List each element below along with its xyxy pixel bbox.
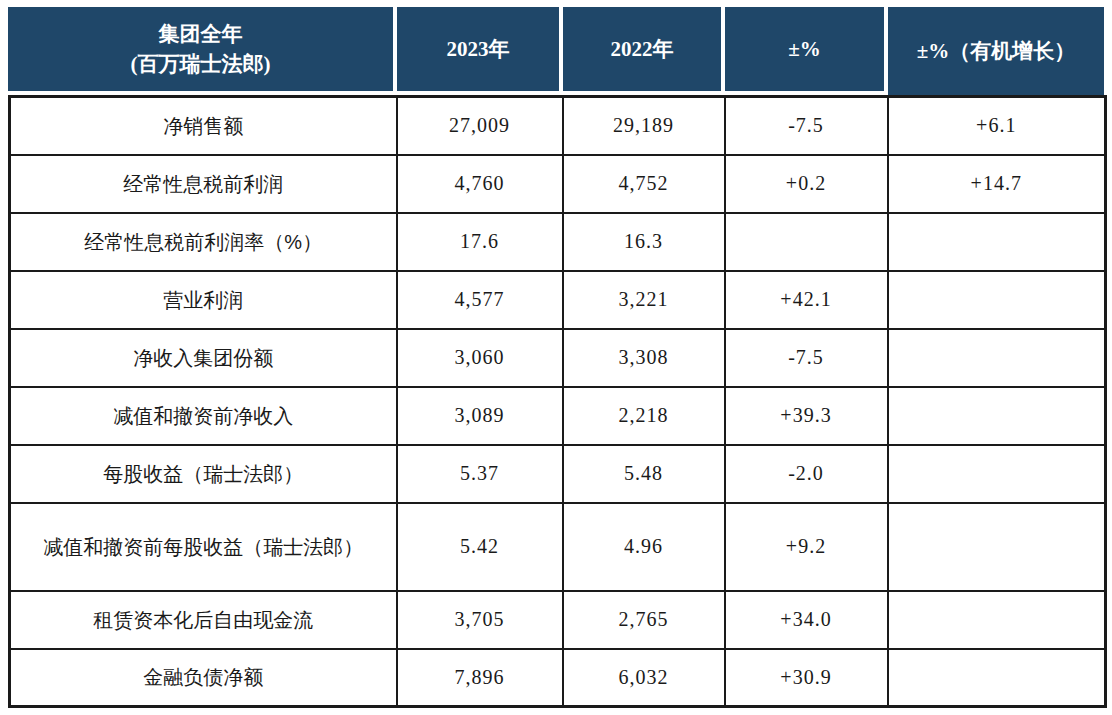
- value-2022-cell: 16.3: [563, 213, 725, 271]
- value-2023-cell: 3,060: [397, 329, 563, 387]
- value-2023-cell: 4,577: [397, 271, 563, 329]
- change-pct-cell: +42.1: [725, 271, 888, 329]
- value-2022-cell: 6,032: [563, 649, 725, 707]
- organic-growth-cell: [888, 503, 1106, 591]
- row-label-cell: 净销售额: [10, 97, 397, 155]
- organic-growth-cell: [888, 213, 1106, 271]
- table-row: 每股收益（瑞士法郎）5.375.48-2.0: [10, 445, 1106, 503]
- value-2023-cell: 7,896: [397, 649, 563, 707]
- table-row: 租赁资本化后自由现金流3,7052,765+34.0: [10, 591, 1106, 649]
- header-cell-group-title: 集团全年 (百万瑞士法郎): [8, 7, 393, 91]
- change-pct-cell: -7.5: [725, 97, 888, 155]
- header-cell-organic-growth: ±%（有机增长）: [888, 7, 1104, 95]
- header-label-2022: 2022年: [611, 34, 674, 64]
- table-row: 减值和撤资前净收入3,0892,218+39.3: [10, 387, 1106, 445]
- organic-growth-cell: [888, 329, 1106, 387]
- header-group-title-line2: (百万瑞士法郎): [131, 49, 271, 79]
- change-pct-cell: +30.9: [725, 649, 888, 707]
- header-cell-change-pct: ±%: [725, 7, 884, 91]
- table-row: 净收入集团份额3,0603,308-7.5: [10, 329, 1106, 387]
- value-2023-cell: 5.37: [397, 445, 563, 503]
- value-2023-cell: 3,705: [397, 591, 563, 649]
- value-2023-cell: 27,009: [397, 97, 563, 155]
- organic-growth-cell: [888, 387, 1106, 445]
- organic-growth-cell: [888, 445, 1106, 503]
- change-pct-cell: +39.3: [725, 387, 888, 445]
- value-2022-cell: 3,221: [563, 271, 725, 329]
- table-row: 金融负债净额7,8966,032+30.9: [10, 649, 1106, 707]
- organic-growth-cell: [888, 649, 1106, 707]
- row-label-cell: 经常性息税前利润率（%）: [10, 213, 397, 271]
- value-2023-cell: 3,089: [397, 387, 563, 445]
- header-label-change-pct: ±%: [788, 34, 821, 64]
- table-body-rows: 净销售额27,00929,189-7.5+6.1经常性息税前利润4,7604,7…: [10, 97, 1106, 707]
- row-label-cell: 减值和撤资前每股收益（瑞士法郎）: [10, 503, 397, 591]
- value-2023-cell: 4,760: [397, 155, 563, 213]
- page: 集团全年 (百万瑞士法郎) 2023年 2022年 ±% ±%（有机增长）: [0, 0, 1112, 715]
- header-label-organic-growth: ±%（有机增长）: [917, 36, 1076, 66]
- value-2022-cell: 4,752: [563, 155, 725, 213]
- change-pct-cell: +9.2: [725, 503, 888, 591]
- value-2022-cell: 2,218: [563, 387, 725, 445]
- table-body: 净销售额27,00929,189-7.5+6.1经常性息税前利润4,7604,7…: [8, 95, 1107, 708]
- value-2022-cell: 4.96: [563, 503, 725, 591]
- row-label-cell: 每股收益（瑞士法郎）: [10, 445, 397, 503]
- organic-growth-cell: [888, 271, 1106, 329]
- header-cell-2023: 2023年: [397, 7, 559, 91]
- table-header-row: 集团全年 (百万瑞士法郎) 2023年 2022年 ±% ±%（有机增长）: [8, 7, 1104, 95]
- row-label-cell: 经常性息税前利润: [10, 155, 397, 213]
- row-label-cell: 减值和撤资前净收入: [10, 387, 397, 445]
- value-2022-cell: 2,765: [563, 591, 725, 649]
- table-row: 净销售额27,00929,189-7.5+6.1: [10, 97, 1106, 155]
- row-label-cell: 金融负债净额: [10, 649, 397, 707]
- value-2022-cell: 3,308: [563, 329, 725, 387]
- table-row: 减值和撤资前每股收益（瑞士法郎）5.424.96+9.2: [10, 503, 1106, 591]
- row-label-cell: 净收入集团份额: [10, 329, 397, 387]
- change-pct-cell: -2.0: [725, 445, 888, 503]
- row-label-cell: 租赁资本化后自由现金流: [10, 591, 397, 649]
- value-2023-cell: 17.6: [397, 213, 563, 271]
- value-2022-cell: 5.48: [563, 445, 725, 503]
- table-row: 经常性息税前利润4,7604,752+0.2+14.7: [10, 155, 1106, 213]
- row-label-cell: 营业利润: [10, 271, 397, 329]
- organic-growth-cell: [888, 591, 1106, 649]
- value-2022-cell: 29,189: [563, 97, 725, 155]
- header-group-title-line1: 集团全年: [159, 19, 243, 49]
- table-row: 营业利润4,5773,221+42.1: [10, 271, 1106, 329]
- value-2023-cell: 5.42: [397, 503, 563, 591]
- organic-growth-cell: +14.7: [888, 155, 1106, 213]
- change-pct-cell: +0.2: [725, 155, 888, 213]
- organic-growth-cell: +6.1: [888, 97, 1106, 155]
- change-pct-cell: -7.5: [725, 329, 888, 387]
- header-label-2023: 2023年: [447, 34, 510, 64]
- change-pct-cell: [725, 213, 888, 271]
- change-pct-cell: +34.0: [725, 591, 888, 649]
- table-row: 经常性息税前利润率（%）17.616.3: [10, 213, 1106, 271]
- header-cell-2022: 2022年: [563, 7, 721, 91]
- financial-summary-table: 集团全年 (百万瑞士法郎) 2023年 2022年 ±% ±%（有机增长）: [8, 7, 1104, 708]
